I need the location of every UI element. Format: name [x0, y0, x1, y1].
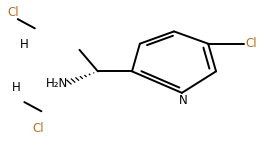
Text: H: H: [20, 38, 29, 51]
Text: Cl: Cl: [246, 37, 257, 50]
Text: Cl: Cl: [32, 122, 44, 135]
Text: H: H: [12, 81, 21, 94]
Text: Cl: Cl: [7, 7, 19, 20]
Text: N: N: [179, 94, 188, 107]
Text: H₂N: H₂N: [45, 77, 68, 90]
